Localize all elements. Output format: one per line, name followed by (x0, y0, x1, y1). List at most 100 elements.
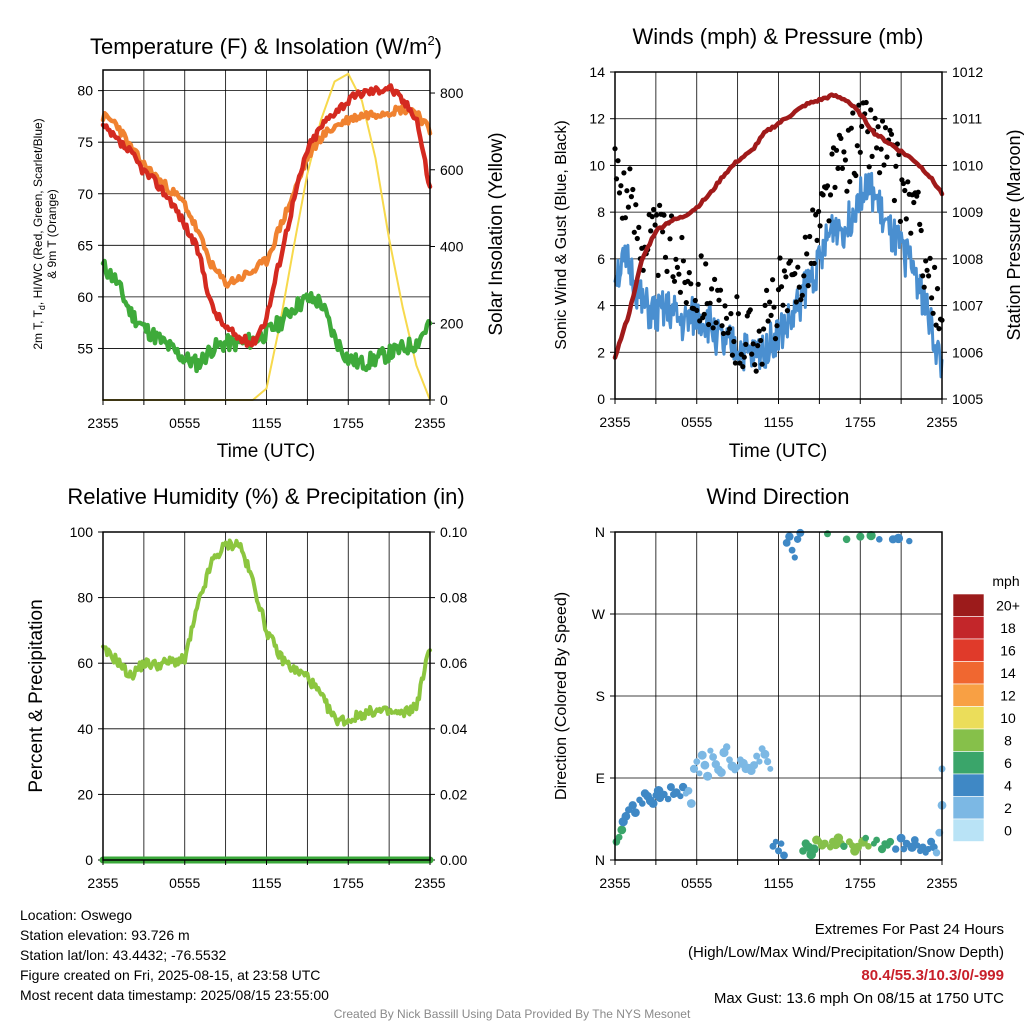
wind-direction-point (796, 528, 805, 537)
wind-gust-point (747, 307, 753, 313)
wind-gust-point (874, 145, 880, 151)
wind-gust-point (920, 273, 926, 279)
y-tick-label: S (596, 688, 605, 704)
wind-gust-point (640, 267, 646, 273)
wind-gust-point (934, 286, 941, 292)
y-tick-label: 65 (77, 237, 93, 253)
wind-gust-point (713, 320, 719, 326)
wind-direction-point (772, 838, 779, 845)
plot-frame (614, 71, 943, 400)
wind-direction-point (707, 747, 714, 754)
wind-direction-point (907, 842, 917, 852)
wind-gust-point (811, 260, 817, 266)
wind-gust-point (716, 297, 722, 303)
x-tick-label: 1755 (845, 414, 876, 430)
wind-gust-point (933, 322, 939, 328)
wind-gust-point (636, 224, 642, 230)
wind-gust-point (737, 360, 743, 366)
wind-gust-point (866, 164, 872, 170)
wind-gust-point (735, 311, 742, 317)
wind-direction-point (865, 843, 872, 850)
wind-gust-point (881, 162, 887, 168)
wind-gust-point (679, 234, 685, 241)
wind-gust-point (673, 256, 679, 262)
wind-gust-point (857, 149, 863, 155)
wind-gust-point (701, 311, 707, 317)
y2-tick-label: 400 (440, 239, 464, 255)
wind-gust-point (719, 323, 725, 329)
wind-gust-point (633, 202, 639, 208)
wind-gust-point (686, 270, 692, 276)
y-tick-label: E (596, 770, 605, 786)
credit-line: Created By Nick Bassill Using Data Provi… (333, 1007, 691, 1021)
wind-gust-point (680, 258, 687, 264)
wind-gust-point (755, 343, 761, 349)
wind-direction-point (760, 749, 770, 759)
x-tick-label: 1155 (251, 875, 281, 891)
wind-gust-point (622, 215, 629, 221)
temp-9m-series (100, 104, 433, 289)
wind-direction-point (639, 800, 646, 807)
wind-direction-point (696, 770, 703, 777)
extremes-values: 80.4/55.3/10.3/0/-999 (861, 967, 1004, 984)
x-tick-label: 1155 (251, 415, 281, 431)
wind-direction-point (684, 787, 693, 795)
wind-direction-point (791, 554, 798, 561)
wind-gust-point (710, 325, 716, 331)
humidity-precip-chart: Relative Humidity (%) & Precipitation (i… (26, 484, 467, 891)
wind-direction-point (753, 752, 761, 760)
wind-gust-point (796, 284, 802, 290)
x-tick-label: 2355 (414, 875, 445, 891)
wind-gust-point (832, 184, 838, 190)
wind-gust-point (772, 336, 779, 342)
wind-gust-point (616, 190, 623, 196)
y2-tick-label: 1012 (952, 64, 983, 80)
wind-direction-point (840, 842, 848, 850)
wind-gust-point (798, 297, 804, 303)
wind-gust-point (662, 254, 669, 260)
y2-tick-label: 1007 (952, 298, 983, 314)
wind-gust-point (844, 188, 850, 194)
y-tick-label: 8 (597, 204, 605, 220)
wind-gust-point (767, 299, 773, 305)
y2-tick-label: 0.08 (440, 590, 467, 606)
wind-gust-point (750, 341, 756, 347)
wind-gust-point (793, 299, 799, 305)
wind-gust-point (752, 362, 758, 368)
wind-gust-point (722, 303, 728, 309)
wind-direction-point (793, 535, 802, 543)
wind-direction-point (617, 825, 627, 835)
wind-gust-point (918, 227, 924, 234)
wind-gust-point (671, 278, 678, 284)
station-location: Location: Oswego (20, 907, 133, 923)
colorbar-label: 10 (1000, 710, 1016, 726)
wind-direction-point (726, 756, 733, 764)
wind-direction-point (686, 799, 696, 808)
wind-gust-point (826, 218, 832, 224)
wind-gust-point (707, 300, 713, 306)
wind-gust-point (900, 180, 907, 187)
y-axis-label: 2m T, Td, HI/WC (Red, Green, Scarlet/Blu… (31, 118, 47, 349)
y2-tick-label: 1008 (952, 251, 983, 267)
wind-gust-point (731, 338, 737, 345)
x-tick-label: 1155 (763, 414, 793, 430)
wind-direction-point (856, 532, 865, 541)
x-axis-label: Time (UTC) (729, 441, 828, 462)
wind-gust-point (795, 264, 801, 270)
wind-gust-point (853, 172, 859, 179)
x-tick-label: 2355 (87, 415, 118, 431)
colorbar-swatch (952, 818, 985, 842)
wind-gust-point (923, 258, 929, 264)
extremes-title: Extremes For Past 24 Hours (814, 921, 1004, 938)
wind-gust-point (929, 295, 935, 301)
colorbar-swatch (952, 661, 985, 685)
x-tick-label: 2355 (926, 414, 957, 430)
colorbar-label: 14 (1000, 665, 1016, 681)
colorbar-label: 20+ (996, 597, 1020, 613)
wind-direction-point (709, 753, 717, 761)
x-tick-label: 1755 (845, 875, 876, 891)
colorbar-swatch (952, 638, 985, 662)
wind-gust-point (829, 151, 835, 157)
colorbar-swatch (952, 728, 985, 752)
wind-gust-point (728, 311, 734, 317)
